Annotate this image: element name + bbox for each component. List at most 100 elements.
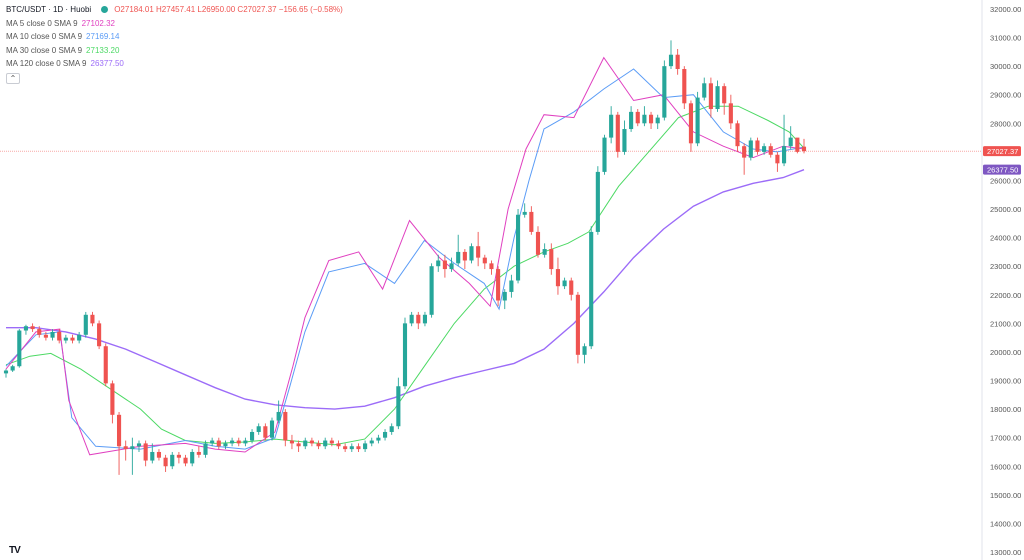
y-tick-label: 14000.00 [990, 519, 1021, 528]
candle [788, 126, 793, 150]
candle [309, 437, 314, 447]
candle [123, 440, 128, 461]
candle-body [263, 426, 268, 438]
candle [130, 437, 135, 475]
candle-body [123, 446, 128, 450]
candle-body [522, 211, 527, 215]
candle [422, 311, 428, 327]
candle-body [436, 260, 441, 267]
candle [462, 249, 467, 270]
price-axis[interactable]: 32000.00 31000.00 30000.00 29000.00 28000.00… [990, 5, 1021, 557]
candle [236, 437, 241, 447]
candle-body [708, 83, 713, 110]
candle [316, 440, 321, 450]
candle-body [781, 146, 787, 164]
ma-legend-row[interactable]: MA 120 close 0 SMA 9 26377.50 [6, 57, 343, 71]
ma120-price-badge: 26377.50 [983, 164, 1021, 175]
candle [768, 143, 773, 158]
candle [668, 40, 674, 70]
candle-body [509, 280, 514, 292]
candle-body [589, 231, 594, 347]
candles [3, 40, 807, 475]
candle [535, 226, 541, 258]
candle [622, 120, 627, 155]
chevron-up-icon[interactable]: ⌃ [6, 72, 20, 84]
candle [635, 109, 640, 127]
candle-body [309, 440, 314, 444]
candle [449, 257, 454, 272]
candle-body [143, 443, 148, 461]
ma-legend-row[interactable]: MA 10 close 0 SMA 9 27169.14 [6, 30, 343, 44]
candle-body [77, 334, 82, 341]
candle-body [336, 443, 341, 447]
candle [190, 449, 195, 467]
candle [369, 437, 374, 447]
candle-body [323, 440, 328, 447]
candle-body [43, 334, 48, 338]
candle-body [116, 414, 122, 447]
candle [90, 311, 95, 327]
candle [356, 443, 361, 452]
candle-body [795, 137, 800, 152]
candle [742, 143, 747, 175]
candle-body [702, 83, 707, 98]
chart-legend: BTC/USDT · 1D · Huobi O27184.01 H27457.4… [6, 3, 343, 84]
symbol-row: BTC/USDT · 1D · Huobi O27184.01 H27457.4… [6, 3, 343, 17]
candle-body [529, 211, 534, 232]
candle [662, 60, 667, 121]
y-tick-label: 16000.00 [990, 462, 1021, 471]
last-price-badge-bg [983, 146, 1021, 157]
candle [562, 277, 567, 290]
candle [456, 234, 461, 267]
candle-body [369, 440, 374, 444]
candle-body [316, 443, 321, 447]
tradingview-logo[interactable]: TV [9, 545, 21, 556]
candle [110, 380, 115, 424]
candle [648, 111, 654, 130]
candle [183, 454, 188, 467]
candle-body [203, 443, 208, 455]
candle-body [662, 66, 667, 118]
last-price-badge: 27027.37 [983, 146, 1021, 157]
candle-body [70, 337, 75, 341]
candle [57, 329, 62, 344]
candle [748, 137, 753, 161]
y-tick-label: 24000.00 [990, 234, 1021, 243]
ma-legend-row[interactable]: MA 5 close 0 SMA 9 27102.32 [6, 17, 343, 31]
candle [323, 437, 328, 450]
candle [276, 400, 281, 424]
candle [283, 409, 288, 447]
candle [170, 451, 175, 470]
candle [715, 80, 720, 112]
candle-body [402, 323, 408, 387]
symbol-label[interactable]: BTC/USDT · 1D · Huobi [6, 5, 92, 14]
candle [529, 206, 534, 235]
y-tick-label: 32000.00 [990, 5, 1021, 14]
ma-legend-row[interactable]: MA 30 close 0 SMA 9 27133.20 [6, 44, 343, 58]
candle-body [296, 443, 301, 447]
candle-body [23, 326, 29, 331]
candle [682, 66, 687, 110]
candle-body [3, 370, 9, 374]
ma10-label: MA 10 close 0 SMA 9 [6, 32, 83, 42]
candle [402, 317, 408, 390]
candle [10, 364, 15, 372]
candle [442, 254, 447, 278]
candle-body [57, 331, 62, 341]
candle-body [50, 331, 55, 338]
candle [349, 443, 354, 452]
y-tick-label: 28000.00 [990, 119, 1021, 128]
candle-body [97, 323, 102, 347]
candle [708, 77, 713, 118]
candle-body [728, 103, 733, 124]
candle-body [30, 326, 35, 330]
candle-body [289, 440, 295, 444]
candle-body [615, 114, 620, 152]
candle-body [303, 440, 308, 447]
candle [515, 209, 521, 284]
candle [156, 449, 162, 461]
candle-body [575, 294, 580, 355]
candle-body [602, 137, 607, 172]
candle [602, 134, 607, 175]
